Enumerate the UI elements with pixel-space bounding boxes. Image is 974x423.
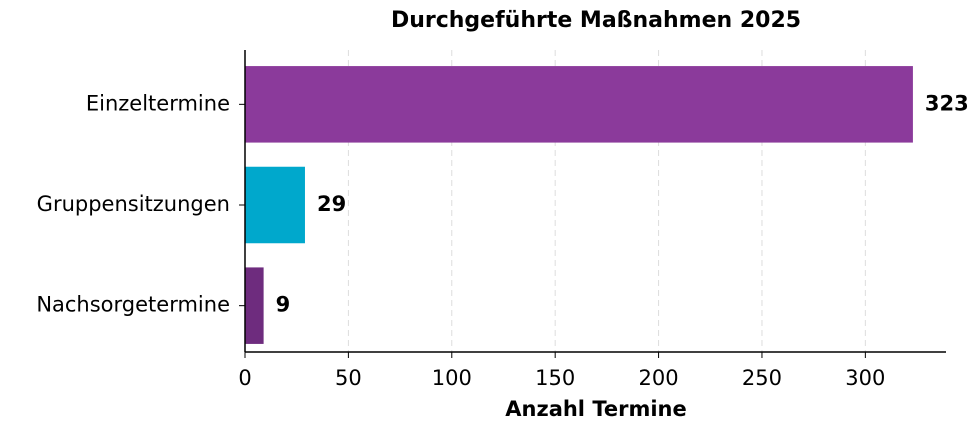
y-tick-label: Nachsorgetermine xyxy=(36,293,230,317)
data-label: 323 xyxy=(925,91,969,115)
bar xyxy=(245,267,264,344)
y-tick-label: Einzeltermine xyxy=(86,91,230,115)
x-tick-label: 150 xyxy=(535,366,575,390)
x-tick-label: 0 xyxy=(238,366,251,390)
bar xyxy=(245,166,305,244)
x-tick-label: 300 xyxy=(845,366,885,390)
x-tick-label: 250 xyxy=(742,366,782,390)
y-tick-label: Gruppensitzungen xyxy=(37,192,230,216)
bar xyxy=(245,66,913,143)
x-tick-label: 50 xyxy=(335,366,362,390)
data-label: 29 xyxy=(317,192,346,216)
data-label: 9 xyxy=(276,293,291,317)
x-tick-label: 100 xyxy=(432,366,472,390)
x-axis-label: Anzahl Termine xyxy=(505,397,686,421)
chart-title: Durchgeführte Maßnahmen 2025 xyxy=(391,8,801,33)
x-tick-label: 200 xyxy=(639,366,679,390)
